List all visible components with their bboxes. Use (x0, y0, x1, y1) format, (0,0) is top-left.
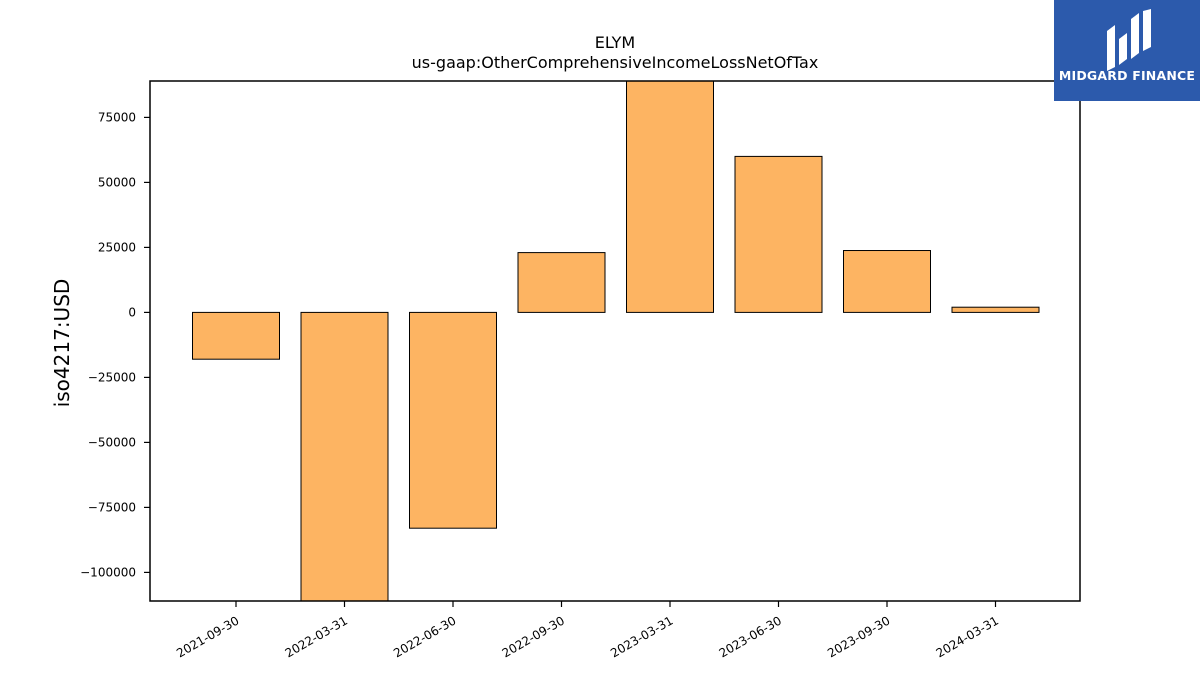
y-tick-label: −50000 (88, 435, 136, 449)
bar (626, 80, 714, 313)
bar (300, 311, 389, 602)
y-tick-label: 50000 (98, 175, 136, 189)
x-axis: 2021-09-30 2022-03-31 2022-06-30 2022-09-30… (174, 601, 1001, 660)
y-tick-label: 25000 (98, 240, 136, 254)
bar (951, 306, 1040, 313)
chart-subtitle: us-gaap:OtherComprehensiveIncomeLossNetO… (412, 53, 819, 72)
bar (409, 311, 497, 529)
bar (192, 311, 280, 360)
x-tick-label: 2023-06-30 (717, 613, 784, 660)
y-tick-label: 0 (128, 305, 136, 319)
x-tick-label: 2022-09-30 (500, 613, 567, 660)
x-tick-label: 2022-03-31 (283, 613, 350, 660)
chart-title: ELYM (595, 33, 635, 52)
x-tick-label: 2023-03-31 (608, 613, 675, 660)
y-tick-label: −75000 (88, 500, 136, 514)
midgard-logo-icon (1107, 9, 1151, 71)
x-tick-label: 2024-03-31 (934, 613, 1001, 660)
logo-text: MIDGARD FINANCE (1058, 68, 1196, 83)
bar (517, 252, 606, 313)
bar (843, 250, 931, 313)
y-tick-label: 75000 (98, 110, 136, 124)
y-axis: −100000 −75000 −50000 −25000 0 25000 50000 7500… (80, 110, 150, 579)
bars-group (192, 80, 1040, 602)
bar (734, 155, 823, 313)
company-logo: MIDGARD FINANCE (1054, 0, 1200, 101)
y-axis-label: iso4217:USD (50, 279, 74, 408)
plot-frame (149, 80, 1081, 602)
y-tick-label: −100000 (80, 565, 136, 579)
x-tick-label: 2021-09-30 (174, 613, 241, 660)
x-tick-label: 2023-09-30 (825, 613, 892, 660)
y-tick-label: −25000 (88, 370, 136, 384)
x-tick-label: 2022-06-30 (391, 613, 458, 660)
